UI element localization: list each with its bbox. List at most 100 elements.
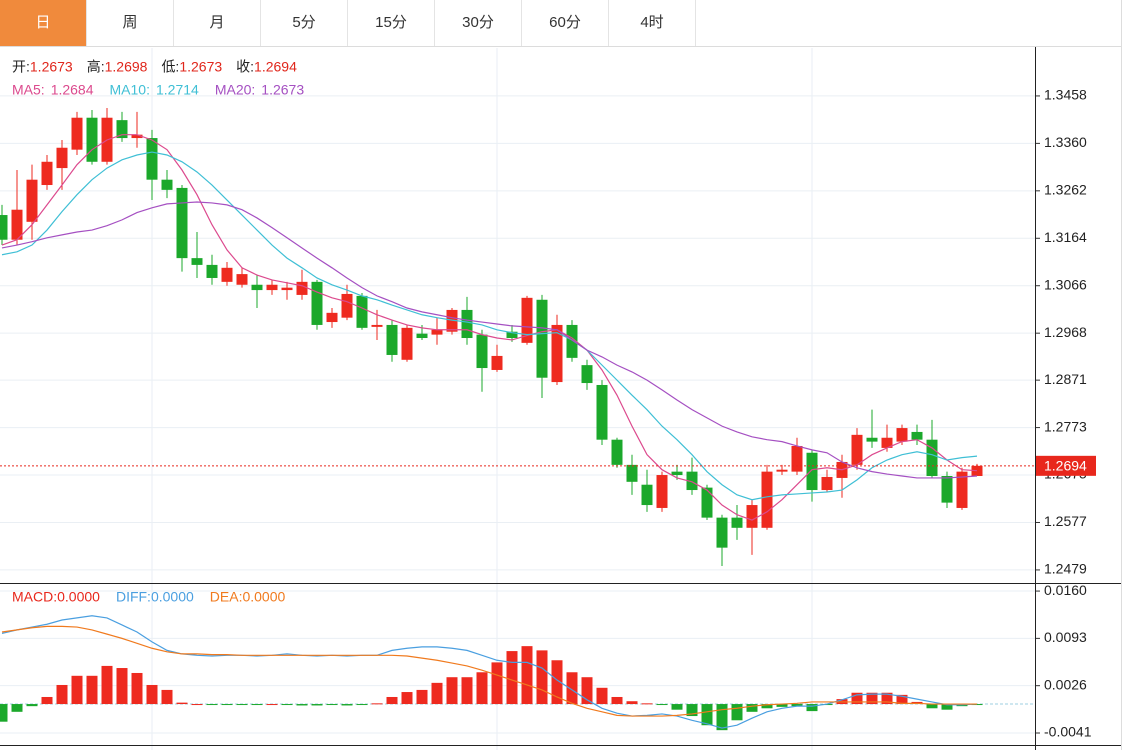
macd-bar — [326, 704, 338, 706]
macd-bar — [626, 701, 638, 705]
ohlc-label: 收: — [236, 59, 254, 75]
macd-bar — [401, 692, 413, 705]
ohlc-value: 1.2698 — [105, 59, 148, 75]
period-tab[interactable]: 月 — [174, 0, 261, 46]
legend-name: MA20: — [215, 82, 255, 98]
macd-bar — [431, 682, 443, 705]
candle-body — [746, 505, 758, 528]
candle-body — [476, 334, 488, 369]
period-tabs: 日周月 5分 15分 30分 60分 4时 — [0, 0, 1121, 47]
legend-value: 1.2673 — [261, 82, 304, 98]
macd-bar — [86, 675, 98, 705]
candle-body — [866, 437, 878, 442]
candle-body — [716, 517, 728, 548]
candle-body — [971, 465, 983, 476]
macd-bar — [641, 703, 653, 705]
candle-body — [536, 299, 548, 378]
macd-bar — [596, 687, 608, 705]
candle-body — [86, 117, 98, 162]
candle-body — [251, 284, 263, 291]
candle-body — [236, 274, 248, 285]
candle-body — [821, 476, 833, 491]
macd-bar — [236, 704, 248, 706]
candle-body — [191, 258, 203, 265]
macd-bar — [221, 704, 233, 706]
candle-body — [851, 434, 863, 465]
period-tab[interactable]: 60分 — [522, 0, 609, 46]
current-price-box — [1036, 455, 1096, 476]
y-tick-label: 1.3360 — [1044, 134, 1087, 150]
period-tab[interactable]: 日 — [0, 0, 87, 46]
macd-bar — [926, 704, 938, 709]
macd-bar — [941, 704, 953, 710]
macd-bar — [41, 696, 53, 705]
period-tab[interactable]: 15分 — [348, 0, 435, 46]
period-tab[interactable]: 30分 — [435, 0, 522, 46]
candle-body — [281, 287, 293, 291]
macd-bar — [491, 662, 503, 705]
macd-bar — [866, 692, 878, 705]
macd-bar — [476, 672, 488, 705]
y-tick-label: 1.3066 — [1044, 276, 1087, 292]
y-tick-label: 1.3458 — [1044, 87, 1087, 103]
legend-name: MA5: — [12, 82, 45, 98]
candle-body — [221, 267, 233, 282]
ohlc-value: 1.2673 — [179, 59, 222, 75]
macd-bar — [161, 689, 173, 705]
macd-bar — [251, 704, 263, 706]
candle-body — [161, 179, 173, 190]
macd-bar — [881, 692, 893, 705]
legend-value: 0.0000 — [151, 589, 194, 605]
candle-body — [26, 179, 38, 222]
macd-bar — [761, 704, 773, 709]
macd-bar — [281, 704, 293, 706]
y-tick-label: 1.2968 — [1044, 324, 1087, 340]
candle-body — [176, 187, 188, 259]
macd-bar — [506, 651, 518, 705]
ohlc-label: 开: — [12, 59, 30, 75]
candle-body — [416, 333, 428, 339]
candle-body — [791, 445, 803, 472]
macd-bar — [746, 704, 758, 712]
candle-body — [491, 355, 503, 370]
macd-bar — [791, 704, 803, 707]
ohlc-value: 1.2694 — [254, 59, 297, 75]
candle-body — [956, 471, 968, 508]
candle-body — [41, 161, 53, 186]
ohlc-label: 低: — [161, 59, 179, 75]
period-tab[interactable]: 5分 — [261, 0, 348, 46]
macd-bar — [191, 704, 203, 706]
macd-bar — [581, 677, 593, 705]
candle-body — [551, 324, 563, 383]
macd-bar — [461, 677, 473, 705]
macd-bar — [11, 704, 23, 712]
y-tick-label: 1.2871 — [1044, 371, 1087, 387]
candle-body — [731, 517, 743, 528]
macd-bar — [701, 704, 713, 726]
candle-body — [761, 471, 773, 528]
candle-body — [56, 147, 68, 169]
period-tab[interactable]: 周 — [87, 0, 174, 46]
candle-body — [641, 484, 653, 506]
candle-body — [806, 452, 818, 491]
legend-name: DIFF: — [116, 589, 151, 605]
candle-body — [266, 284, 278, 291]
y-tick-label: 1.3164 — [1044, 229, 1087, 245]
macd-bar — [656, 704, 668, 706]
macd-bar — [206, 704, 218, 706]
y-tick-label: 1.2479 — [1044, 561, 1087, 577]
macd-bar — [611, 696, 623, 705]
candle-body — [881, 437, 893, 448]
candle-body — [431, 329, 443, 335]
candle-body — [566, 324, 578, 358]
candle-body — [656, 475, 668, 508]
candle-body — [71, 117, 83, 150]
candle-body — [896, 428, 908, 442]
candle-body — [356, 295, 368, 328]
macd-bar — [296, 704, 308, 706]
candle-body — [371, 324, 383, 327]
macd-bar — [341, 704, 353, 706]
period-tab[interactable]: 4时 — [609, 0, 696, 46]
